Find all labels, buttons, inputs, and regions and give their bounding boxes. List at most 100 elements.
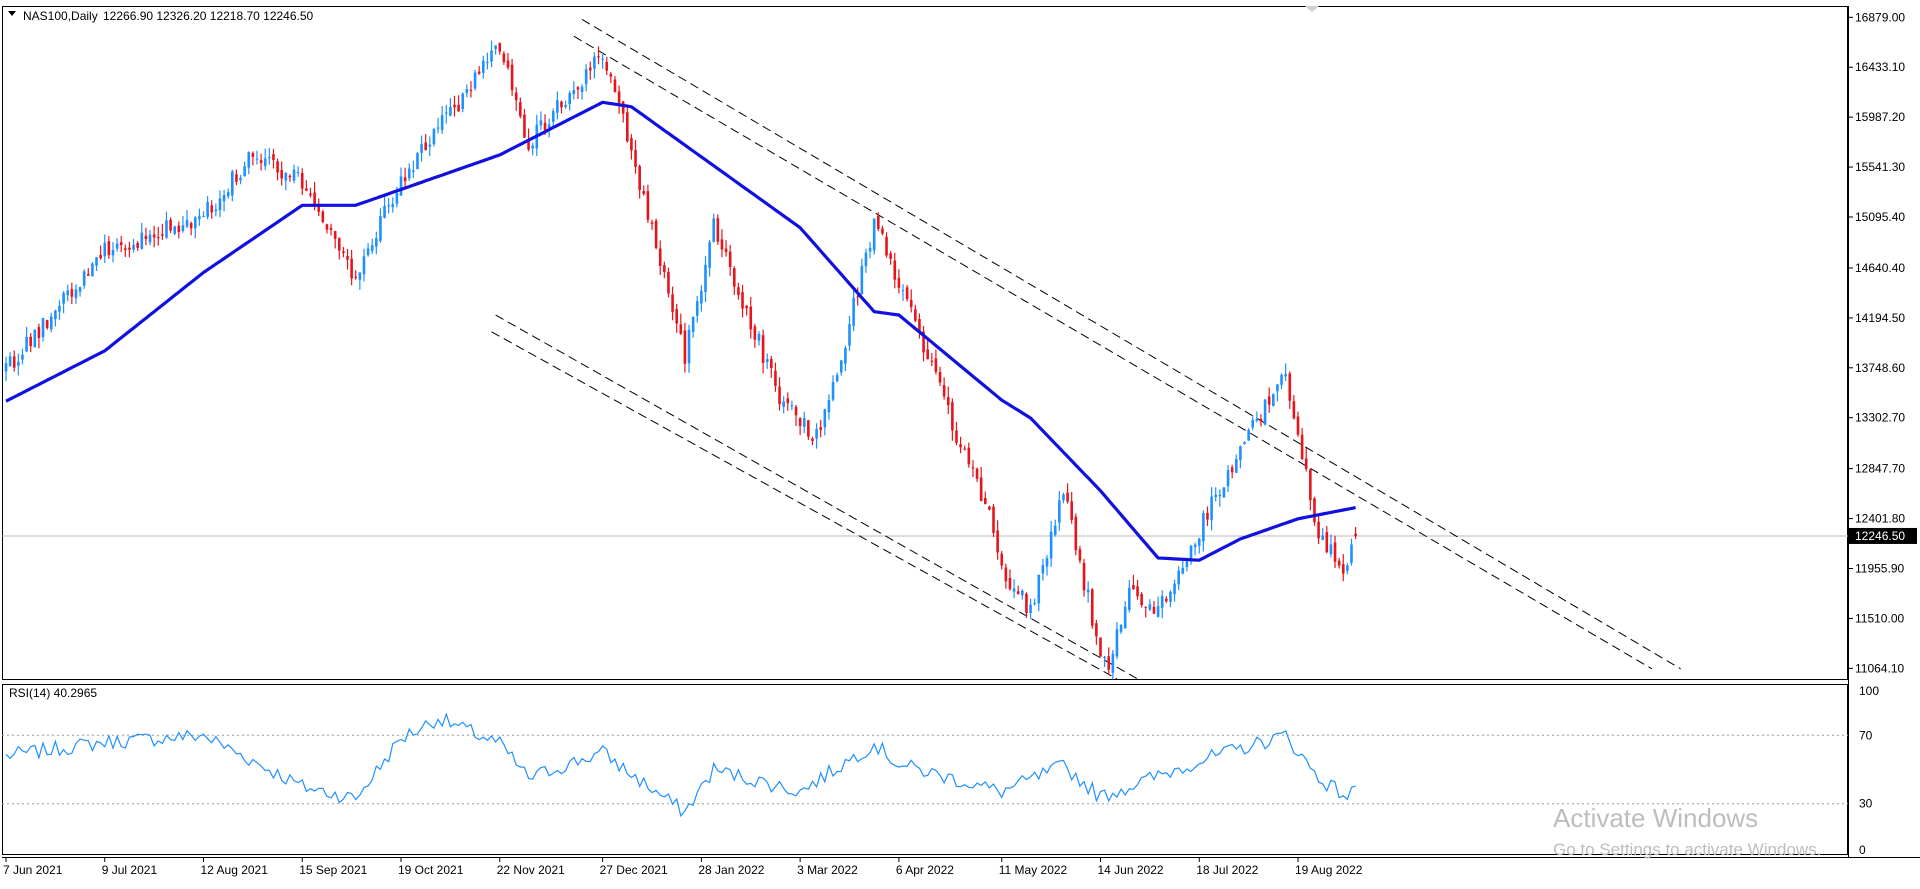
candle-body (510, 64, 514, 91)
candle-body (1165, 598, 1168, 602)
candle-body (971, 467, 975, 469)
candle-body (498, 43, 502, 52)
candle-body (1152, 606, 1156, 614)
candle-body (136, 242, 139, 248)
candle-body (856, 296, 860, 298)
candle-body (679, 324, 683, 334)
candle-body (1292, 401, 1296, 419)
candle-body (152, 234, 156, 238)
price-tick-label: 11955.90 (1855, 561, 1904, 575)
price-tick-label: 16879.00 (1855, 10, 1905, 24)
time-axis-label: 19 Oct 2021 (398, 863, 464, 877)
candle-body (1341, 564, 1345, 574)
candle-body (407, 168, 411, 179)
candle-body (938, 372, 942, 383)
candle-body (54, 310, 57, 320)
candle-body (737, 287, 740, 296)
candle-body (1156, 606, 1160, 617)
candle-body (732, 268, 736, 287)
time-axis-label: 14 Jun 2022 (1097, 863, 1163, 877)
candle-body (613, 79, 617, 93)
candle-body (37, 327, 41, 338)
candle-body (922, 331, 925, 353)
candle-body (321, 211, 325, 222)
price-tick-label: 14194.50 (1855, 311, 1905, 325)
candle-body (144, 235, 148, 240)
candle-body (983, 498, 987, 505)
candle-body (691, 316, 695, 332)
candle-body (1025, 593, 1028, 613)
candle-body (704, 264, 707, 293)
candle-body (852, 297, 855, 326)
candle-body (189, 223, 193, 229)
time-axis-label: 18 Jul 2022 (1196, 863, 1258, 877)
candle-body (1202, 513, 1205, 542)
candle-body (1049, 531, 1053, 559)
candle-body (280, 170, 283, 179)
candle-body (1276, 384, 1279, 392)
candle-body (107, 241, 111, 256)
candle-body (1004, 567, 1008, 582)
candle-body (1111, 653, 1115, 673)
candle-body (1016, 591, 1020, 595)
candle-body (543, 122, 547, 131)
candle-body (251, 153, 255, 157)
candle-body (193, 217, 197, 229)
candle-body (420, 144, 423, 153)
rsi-panel-frame (2, 684, 1848, 855)
candle-body (1181, 567, 1185, 574)
candle-body (436, 127, 440, 129)
candle-body (712, 218, 716, 242)
candle-body (263, 158, 267, 167)
candle-body (481, 60, 485, 73)
candle-body (465, 89, 469, 94)
candle-body (342, 251, 345, 254)
candle-body (626, 112, 629, 142)
candle-body (58, 305, 61, 312)
candle-body (1099, 637, 1102, 657)
candle-body (914, 309, 917, 321)
candle-body (568, 93, 572, 105)
candle-body (477, 71, 481, 74)
candle-body (770, 358, 773, 369)
candle-body (119, 242, 123, 246)
candle-body (1247, 429, 1250, 441)
candle-body (403, 177, 407, 182)
candle-body (844, 347, 847, 364)
candle-body (41, 317, 45, 338)
candle-body (383, 205, 386, 218)
candle-body (872, 218, 876, 251)
candle-body (523, 114, 526, 138)
candle-body (424, 142, 427, 151)
candle-body (202, 216, 205, 218)
candle-body (1321, 535, 1324, 540)
candle-body (444, 112, 448, 114)
candle-body (642, 191, 646, 194)
candle-body (66, 290, 70, 296)
candle-body (486, 62, 489, 64)
candle-body (658, 248, 662, 266)
candle-body (366, 248, 370, 256)
candle-body (700, 290, 703, 304)
candle-body (473, 72, 477, 89)
candle-body (802, 418, 806, 427)
candle-body (387, 205, 390, 207)
candle-body (609, 73, 613, 77)
price-tick-label: 12401.80 (1855, 512, 1905, 526)
rsi-label: RSI(14) 40.2965 (9, 686, 97, 700)
candle-body (1119, 624, 1123, 632)
candle-body (399, 176, 403, 196)
channel-line (491, 331, 1118, 680)
candle-body (885, 236, 888, 256)
candle-body (128, 247, 131, 250)
candle-body (819, 427, 823, 430)
candle-body (761, 335, 765, 363)
candle-body (33, 329, 37, 347)
candle-body (161, 234, 164, 236)
candle-body (1259, 418, 1263, 422)
candle-body (74, 289, 78, 299)
menu-arrow-icon[interactable] (8, 11, 16, 16)
candle-body (1206, 512, 1209, 520)
